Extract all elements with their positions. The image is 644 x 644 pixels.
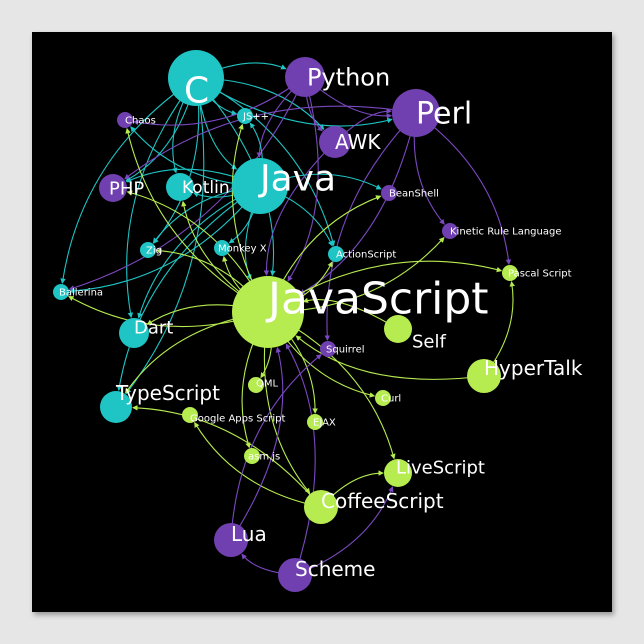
node-java: [232, 158, 288, 214]
node-qml: [248, 377, 264, 393]
edge-lua-to-squirrel: [230, 354, 322, 541]
node-coffeescript: [304, 490, 338, 524]
node-zig: [140, 242, 156, 258]
node-label-java: Java: [258, 159, 336, 200]
node-label-javascript: JavaScript: [265, 273, 489, 324]
node-ejax: [307, 414, 323, 430]
node-scheme: [278, 558, 312, 592]
node-dart: [119, 318, 149, 348]
node-label-lua: Lua: [231, 522, 267, 546]
edge-c-to-actionscript: [195, 77, 336, 247]
node-label-squirrel: Squirrel: [326, 345, 365, 356]
node-curl: [375, 390, 391, 406]
node-label-livescript: LiveScript: [396, 457, 485, 478]
node-pascalscript: [502, 265, 518, 281]
node-label-beanshell: BeanShell: [389, 189, 439, 200]
node-label-kotlin: Kotlin: [182, 178, 230, 198]
edge-awk-to-javascript: [263, 141, 336, 276]
node-label-python: Python: [307, 63, 390, 91]
node-lua: [214, 523, 248, 557]
node-chaos: [117, 112, 133, 128]
node-asmjs: [244, 448, 260, 464]
node-label-ballerina: Ballerina: [59, 288, 103, 299]
edge-coffeescript-to-gas: [194, 421, 322, 508]
node-monkeyx: [214, 240, 230, 256]
node-label-scheme: Scheme: [295, 557, 375, 581]
node-livescript: [384, 459, 412, 487]
node-python: [285, 57, 325, 97]
node-label-typescript: TypeScript: [115, 381, 220, 405]
node-beanshell: [381, 185, 397, 201]
node-php: [99, 174, 127, 202]
node-label-qml: QML: [256, 379, 278, 390]
node-awk: [319, 126, 351, 158]
node-typescript: [100, 391, 132, 423]
node-ballerina: [53, 284, 69, 300]
node-label-curl: Curl: [381, 394, 401, 405]
edge-perl-to-squirrel: [324, 112, 417, 341]
node-squirrel: [320, 341, 336, 357]
node-label-hypertalk: HyperTalk: [484, 356, 583, 380]
node-c: [168, 50, 224, 106]
node-kotlin: [166, 173, 194, 201]
edge-scheme-to-livescript: [294, 486, 394, 576]
node-label-monkeyx: Monkey X: [218, 244, 267, 255]
node-label-ejax: EJAX: [313, 418, 336, 429]
edge-hypertalk-to-javascript: [295, 335, 485, 380]
node-label-zig: Zig: [146, 246, 162, 257]
node-krl: [442, 223, 458, 239]
node-self: [384, 315, 412, 343]
node-label-jspp: JS++: [242, 112, 269, 123]
node-label-dart: Dart: [134, 317, 173, 338]
node-label-php: PHP: [109, 178, 144, 199]
node-label-coffeescript: CoffeeScript: [321, 489, 444, 513]
node-gas: [182, 407, 198, 423]
edge-perl-to-php: [124, 105, 417, 180]
edge-self-to-javascript: [302, 297, 399, 330]
edge-java-to-typescript: [116, 185, 261, 392]
edge-python-to-ballerina: [68, 76, 306, 291]
node-javascript: [232, 276, 304, 348]
edge-coffeescript-to-typescript: [132, 405, 322, 508]
node-label-perl: Perl: [416, 97, 472, 132]
nodes-layer: [53, 50, 518, 592]
node-hypertalk: [467, 359, 501, 393]
node-label-chaos: Chaos: [125, 116, 156, 127]
node-actionscript: [328, 246, 344, 262]
node-label-krl: Kinetic Rule Language: [450, 227, 562, 238]
node-perl: [392, 89, 440, 137]
node-label-gas: Google Apps Script: [190, 414, 285, 425]
node-jspp: [237, 108, 253, 124]
node-label-asmjs: asm.js: [248, 452, 280, 463]
labels-layer: C Python Perl AWK Chaos JS++ PHP Kotlin Java Bean…: [59, 63, 583, 581]
node-label-pascalscript: Pascal Script: [508, 269, 572, 280]
node-label-c: C: [184, 71, 209, 112]
edge-java-to-ballerina: [69, 185, 261, 294]
edge-lua-to-javascript: [230, 346, 284, 541]
node-label-actionscript: ActionScript: [336, 250, 396, 261]
edge-python-to-chaos: [132, 76, 306, 126]
edge-scheme-to-javascript: [285, 343, 316, 576]
node-label-self: Self: [412, 331, 447, 352]
edge-c-to-ballerina: [60, 77, 197, 285]
node-label-awk: AWK: [335, 130, 381, 154]
